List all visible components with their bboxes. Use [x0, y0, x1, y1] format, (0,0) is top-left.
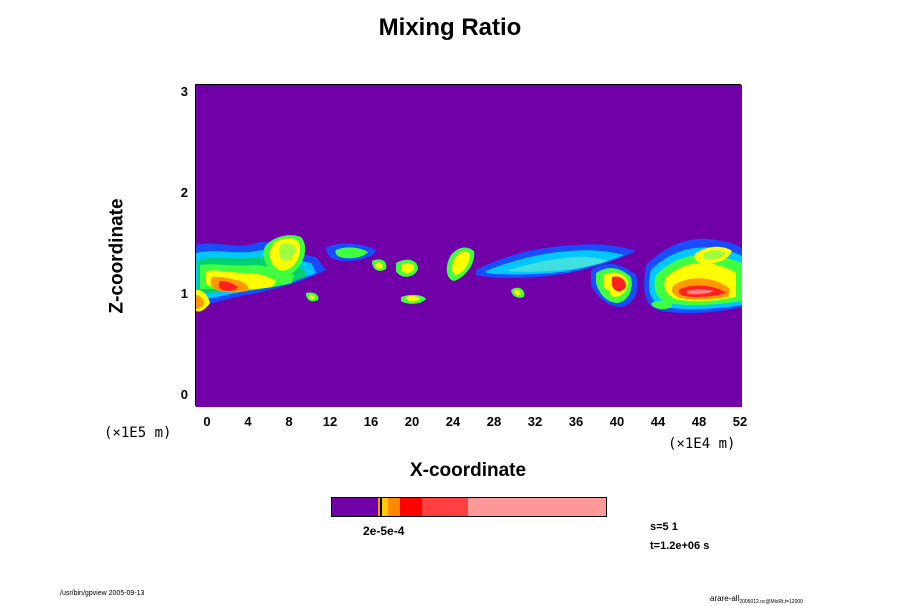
- colorbar-segment: [422, 498, 468, 516]
- x-tick-label: 4: [244, 414, 252, 429]
- footer-right-main: arare-all: [710, 594, 740, 603]
- cloud-right-cluster: [591, 238, 742, 314]
- x-tick-label: 20: [404, 414, 420, 429]
- colorbar-segment: [400, 498, 422, 516]
- x-tick-label: 0: [203, 414, 211, 429]
- footer-left: /usr/bin/gpview 2005-09-13: [60, 590, 145, 597]
- colorbar-segment: [382, 498, 388, 516]
- colorbar-segment: [380, 498, 382, 516]
- x-tick-label: 32: [527, 414, 543, 429]
- y-tick-label: 3: [180, 84, 188, 99]
- y-tick-label: 1: [180, 286, 188, 301]
- y-tick-label: 0: [180, 387, 188, 402]
- x-tick-label: 16: [363, 414, 379, 429]
- colorbar-segment: [332, 498, 378, 516]
- chart-title: Mixing Ratio: [378, 14, 522, 41]
- x-tick-label: 36: [568, 414, 584, 429]
- colorbar: [331, 497, 607, 517]
- y-axis-label: Z-coordinate: [106, 198, 128, 314]
- t-annotation: t=1.2e+06 s: [650, 540, 710, 552]
- cloud-left: [196, 235, 376, 312]
- footer-right: arare-all2005012.nc@MixRt,t=12000: [710, 588, 803, 606]
- heatmap-plot-area: [195, 84, 742, 407]
- x-tick-label: 44: [650, 414, 666, 429]
- x-tick-label: 48: [691, 414, 707, 429]
- y-tick-label: 2: [180, 185, 188, 200]
- s-annotation: s=5 1: [650, 521, 678, 533]
- x-tick-label: 52: [732, 414, 748, 429]
- heatmap-field: [196, 85, 742, 407]
- colorbar-segment: [378, 498, 380, 516]
- colorbar-segment: [388, 498, 400, 516]
- x-unit-label: (×1E4 m): [668, 436, 736, 452]
- x-tick-label: 28: [486, 414, 502, 429]
- x-tick-label: 12: [322, 414, 338, 429]
- cloud-middle: [372, 247, 475, 304]
- x-tick-label: 40: [609, 414, 625, 429]
- x-tick-label: 8: [285, 414, 293, 429]
- colorbar-labels: 2e-5e-4: [363, 524, 405, 538]
- cloud-right-streaks: [476, 244, 636, 298]
- colorbar-segment: [468, 498, 606, 516]
- x-tick-label: 24: [445, 414, 461, 429]
- y-unit-label: (×1E5 m): [104, 425, 172, 441]
- x-axis-label: X-coordinate: [409, 460, 527, 481]
